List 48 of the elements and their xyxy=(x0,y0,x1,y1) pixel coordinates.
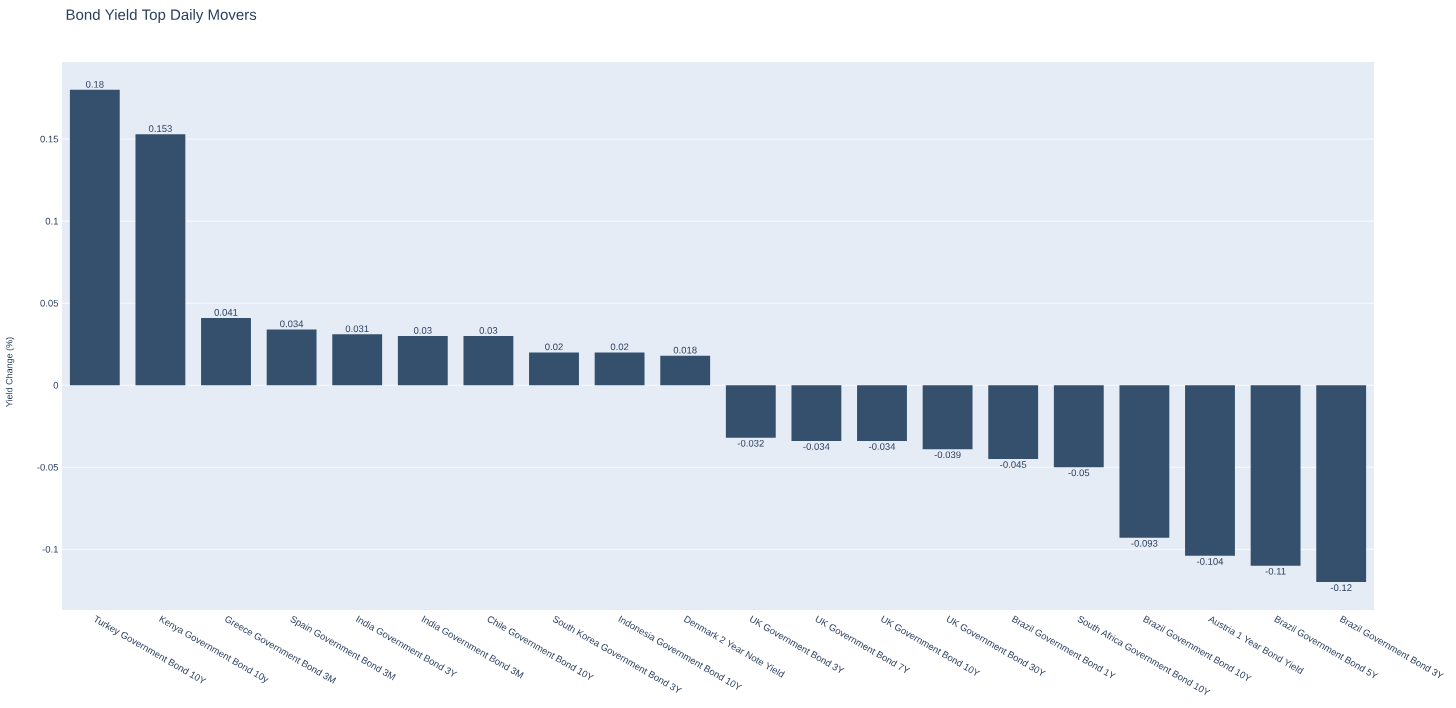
data-label: 0.18 xyxy=(85,80,104,88)
data-label: -0.104 xyxy=(1196,558,1224,565)
bar xyxy=(1119,385,1170,538)
bar xyxy=(922,385,973,450)
bar xyxy=(1185,385,1235,556)
y-tick-label: 0.1 xyxy=(45,217,59,225)
bar xyxy=(594,352,645,386)
bar xyxy=(69,89,120,386)
chart-title: Bond Yield Top Daily Movers xyxy=(66,9,257,23)
bar xyxy=(332,334,383,386)
data-label: 0.02 xyxy=(610,343,629,351)
y-tick-label: 0.05 xyxy=(40,299,59,307)
bar xyxy=(463,335,514,386)
bar xyxy=(1316,385,1367,583)
y-tick-label: 0.15 xyxy=(40,135,59,143)
data-label: -0.093 xyxy=(1131,539,1158,547)
data-label: 0.03 xyxy=(479,327,498,334)
data-label: -0.11 xyxy=(1265,567,1286,575)
bar xyxy=(660,355,711,386)
data-label: 0.034 xyxy=(280,320,304,328)
data-label: -0.05 xyxy=(1068,469,1090,477)
data-label: 0.018 xyxy=(673,346,697,354)
data-label: 0.041 xyxy=(214,309,238,316)
y-tick-label: -0.05 xyxy=(37,463,59,471)
bar xyxy=(397,335,448,386)
data-label: 0.02 xyxy=(545,343,563,351)
bar xyxy=(529,352,579,386)
data-label: 0.031 xyxy=(345,325,369,333)
bar xyxy=(988,385,1039,460)
y-tick-label: 0 xyxy=(53,381,59,389)
bar xyxy=(1053,385,1104,468)
data-label: -0.034 xyxy=(803,443,830,450)
data-label: -0.034 xyxy=(868,443,896,450)
data-label: -0.032 xyxy=(737,439,764,447)
bar xyxy=(857,385,907,441)
data-label: -0.12 xyxy=(1330,584,1352,592)
y-tick-label: -0.1 xyxy=(42,545,59,553)
bar xyxy=(201,317,251,386)
bar xyxy=(1250,385,1301,566)
bar xyxy=(135,134,186,386)
bar xyxy=(266,329,317,386)
y-axis-title: Yield Change (%) xyxy=(5,337,15,407)
data-label: -0.039 xyxy=(934,451,961,459)
data-label: 0.153 xyxy=(148,125,172,132)
data-label: 0.03 xyxy=(413,327,432,334)
bar xyxy=(725,385,776,438)
bar xyxy=(791,385,842,441)
data-label: -0.045 xyxy=(1000,461,1027,468)
